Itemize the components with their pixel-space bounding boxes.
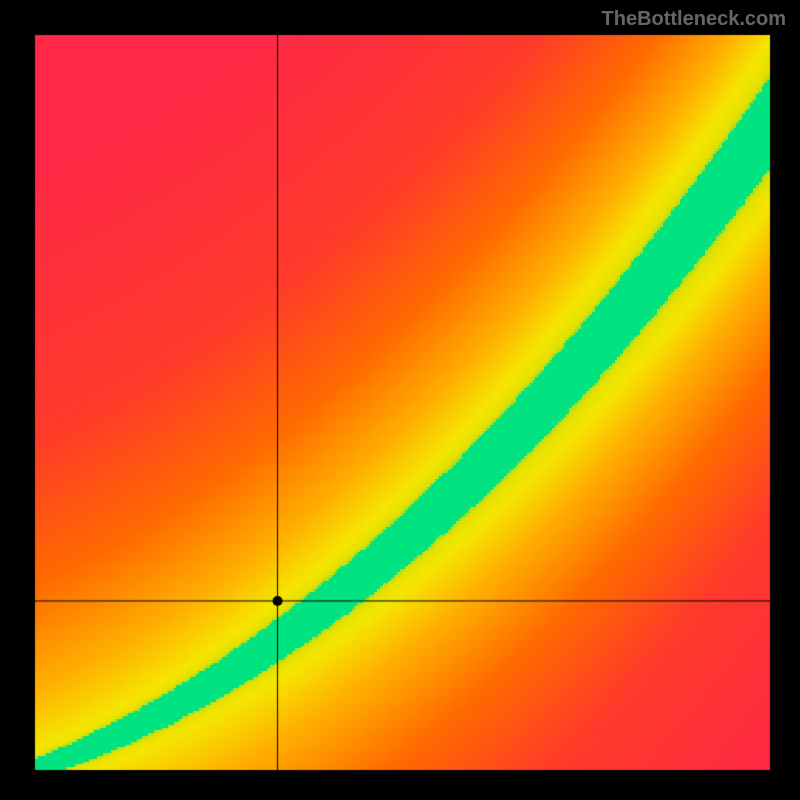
bottleneck-heatmap-chart: TheBottleneck.com	[0, 0, 800, 800]
attribution-text: TheBottleneck.com	[602, 8, 786, 31]
heatmap-canvas	[0, 0, 800, 800]
